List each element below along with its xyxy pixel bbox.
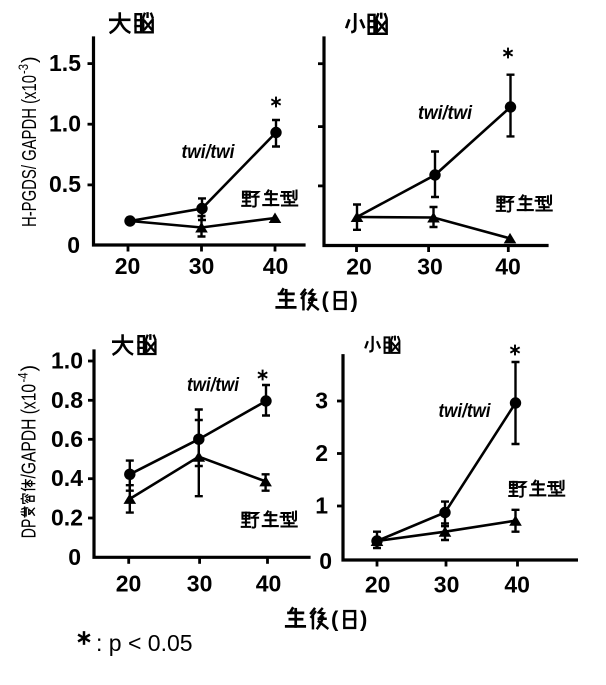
svg-text:20: 20 [346,254,372,280]
svg-text:30: 30 [434,572,460,598]
svg-text:1.0: 1.0 [51,348,83,374]
svg-text:(: ( [322,288,330,313]
svg-text:0: 0 [68,544,81,570]
svg-text:/GAPDH (x10: /GAPDH (x10 [18,384,40,479]
svg-text:): ) [19,56,41,63]
svg-text:): ) [18,365,40,372]
svg-text:): ) [360,607,367,632]
svg-text:30: 30 [189,253,215,279]
svg-text:-3: -3 [15,64,31,74]
svg-text:30: 30 [417,254,443,280]
svg-text:0: 0 [67,232,80,258]
svg-text:30: 30 [187,571,213,597]
svg-text:0.2: 0.2 [51,505,83,531]
svg-text:twi/twi: twi/twi [418,103,473,124]
svg-text:40: 40 [504,572,530,598]
svg-text:40: 40 [495,254,521,280]
svg-text:-4: -4 [14,372,30,382]
svg-text:2: 2 [315,440,328,466]
svg-text:(: ( [331,607,339,632]
svg-text:0.4: 0.4 [51,465,83,491]
svg-text:3: 3 [315,388,328,414]
svg-text:DP: DP [18,519,40,539]
svg-text:: p < 0.05: : p < 0.05 [96,630,193,656]
svg-text:0.6: 0.6 [51,426,83,452]
svg-text:0.5: 0.5 [49,171,81,197]
svg-text:H-PGDS/ GAPDH (x10: H-PGDS/ GAPDH (x10 [19,75,41,227]
svg-text:20: 20 [365,572,391,598]
svg-text:twi/twi: twi/twi [182,142,236,163]
svg-text:40: 40 [263,253,289,279]
svg-text:20: 20 [116,571,142,597]
svg-text:0: 0 [319,548,332,574]
svg-text:20: 20 [115,253,141,279]
svg-text:twi/twi: twi/twi [439,401,492,422]
svg-text:40: 40 [256,571,282,597]
svg-text:1.0: 1.0 [49,111,81,137]
svg-text:): ) [351,288,358,313]
svg-text:1.5: 1.5 [49,50,81,76]
svg-text:twi/twi: twi/twi [187,375,240,396]
svg-text:0.8: 0.8 [51,387,83,413]
svg-text:1: 1 [315,493,328,519]
